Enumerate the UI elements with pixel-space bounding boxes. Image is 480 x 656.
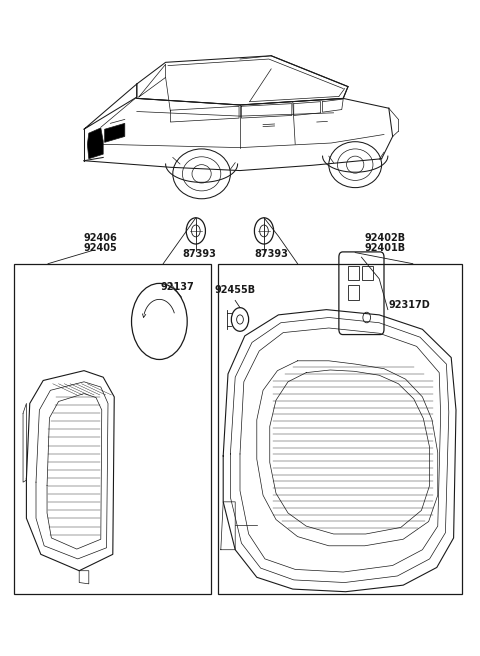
Bar	[14, 264, 211, 594]
Text: 92405: 92405	[84, 243, 118, 253]
Text: 92402B: 92402B	[365, 233, 406, 243]
Text: 87393: 87393	[254, 249, 288, 259]
Polygon shape	[105, 123, 125, 142]
Bar	[362, 266, 373, 280]
Text: 92401B: 92401B	[365, 243, 406, 253]
Bar	[218, 264, 462, 594]
Text: 92455B: 92455B	[215, 285, 256, 295]
Bar	[348, 266, 359, 280]
Text: 92317D: 92317D	[389, 300, 431, 310]
Text: 92137: 92137	[161, 282, 194, 292]
Text: 87393: 87393	[182, 249, 216, 259]
Bar	[348, 285, 359, 300]
Text: 92406: 92406	[84, 233, 118, 243]
Polygon shape	[87, 128, 103, 159]
